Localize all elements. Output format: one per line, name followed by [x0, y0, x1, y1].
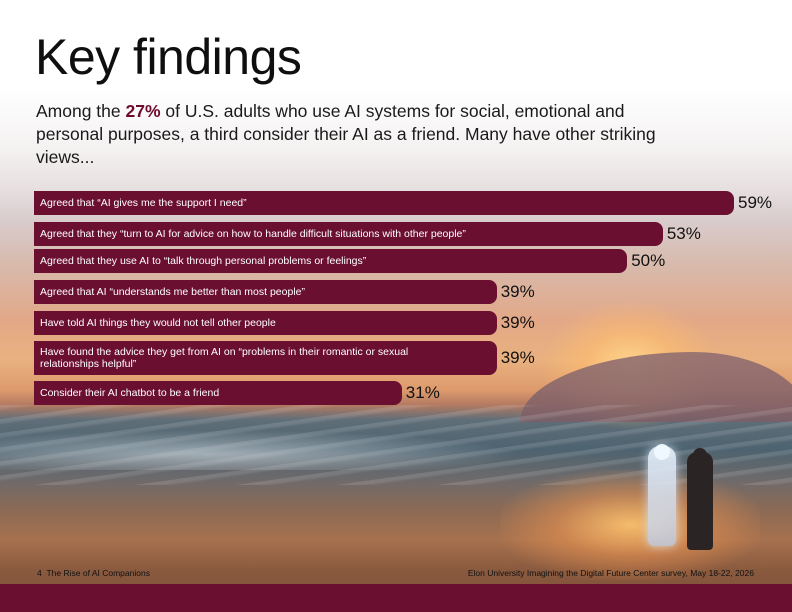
bar-value-label: 50% [631, 251, 666, 270]
bar-value-label: 59% [738, 193, 773, 212]
sun-reflection [500, 470, 760, 580]
footer-report-title: The Rise of AI Companions [46, 568, 150, 578]
bar-category-label: Agreed that they “turn to AI for advice … [40, 228, 466, 240]
bar [34, 222, 663, 246]
glowing-ai-figure-image [648, 444, 676, 546]
page-subtitle: Among the 27% of U.S. adults who use AI … [36, 100, 676, 169]
bar [34, 311, 497, 335]
bar [34, 381, 402, 405]
bar-row: Agreed that “AI gives me the support I n… [34, 191, 792, 215]
bar-value-label: 39% [500, 348, 535, 367]
human-silhouette-image [687, 448, 713, 550]
bar [34, 341, 497, 375]
bar-row: Consider their AI chatbot to be a friend… [34, 381, 792, 405]
bar-value-label: 53% [666, 224, 701, 243]
subtitle-text-after: of U.S. adults who use AI systems for so… [36, 101, 656, 167]
bar-row: Agreed that AI “understands me better th… [34, 280, 792, 304]
bar [34, 280, 497, 304]
page-title: Key findings [35, 29, 302, 85]
bar-row: Have found the advice they get from AI o… [34, 341, 792, 375]
bar-category-label: Agreed that “AI gives me the support I n… [40, 197, 247, 209]
bar-category-label: Consider their AI chatbot to be a friend [40, 387, 220, 399]
bar-category-label: Have told AI things they would not tell … [40, 317, 276, 329]
bar [34, 191, 734, 215]
breaking-wave [0, 430, 520, 470]
subtitle-text-before: Among the [36, 101, 126, 121]
bar-category-label: Agreed that they use AI to “talk through… [40, 255, 367, 267]
footer-source: Elon University Imagining the Digital Fu… [467, 568, 754, 578]
bar-value-label: 39% [500, 282, 535, 301]
bar-category-label: Have found the advice they get from AI o… [40, 346, 409, 370]
findings-bar-chart: Agreed that “AI gives me the support I n… [34, 191, 792, 411]
bar-value-label: 31% [405, 383, 440, 402]
bar-row: Agreed that they “turn to AI for advice … [34, 222, 792, 246]
bar-row: Agreed that they use AI to “talk through… [34, 249, 792, 273]
bar-row: Have told AI things they would not tell … [34, 311, 792, 335]
footer-page-info: 4 The Rise of AI Companions [37, 568, 150, 578]
bar-category-label: Agreed that AI “understands me better th… [40, 286, 305, 298]
footer-color-bar [0, 584, 792, 612]
bar-value-label: 39% [500, 313, 535, 332]
subtitle-highlight-percent: 27% [125, 101, 161, 121]
bar [34, 249, 628, 273]
footer-page-number: 4 [37, 568, 42, 578]
